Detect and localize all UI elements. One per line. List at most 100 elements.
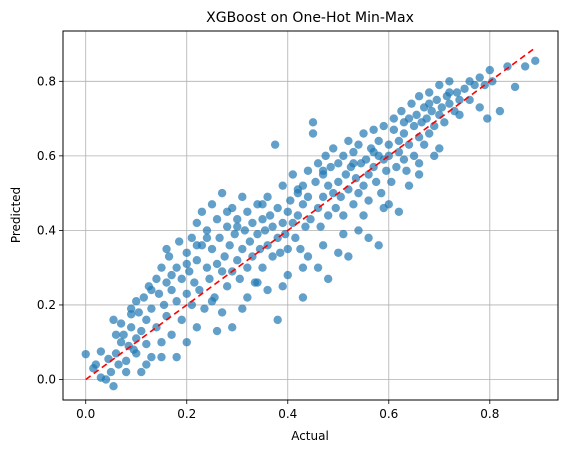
data-point [387,177,396,187]
data-point [351,174,361,183]
data-point [260,226,270,235]
data-point [298,263,308,272]
data-point [298,200,308,209]
data-point [435,110,444,120]
data-point [344,136,353,146]
y-tick-label: 0.8 [37,74,56,88]
data-point [182,259,191,269]
data-point [361,155,371,164]
data-point [263,285,272,295]
data-point [212,215,222,224]
data-point [409,121,419,131]
x-axis-label: Actual [291,429,329,443]
data-point [278,181,287,190]
data-point [440,118,449,127]
data-point [409,151,419,161]
data-point [432,95,441,105]
data-point [369,125,378,134]
data-point [268,252,277,261]
data-point [104,354,113,364]
data-point [455,95,464,105]
data-point [394,147,404,157]
data-point [374,136,383,146]
data-point [483,114,492,123]
data-point [364,196,373,205]
data-point [349,200,358,209]
data-point [424,99,434,108]
data-point [303,192,313,202]
data-point [323,181,333,190]
data-point [339,229,348,239]
data-point [510,82,520,92]
data-point [235,274,244,284]
data-point [157,338,166,347]
data-point [339,151,348,161]
data-point [187,233,197,243]
data-point [147,352,156,362]
data-point [430,151,439,161]
y-tick-label: 0.4 [37,223,56,237]
data-point [369,147,378,157]
data-point [126,323,136,332]
data-point [306,215,315,224]
data-point [379,203,388,213]
data-point [424,88,434,97]
data-point [311,177,320,187]
data-point [116,319,126,328]
data-point [202,263,212,272]
data-point [437,103,447,112]
data-point [207,200,217,209]
data-point [445,99,454,108]
data-point [258,263,267,272]
data-point [238,192,247,202]
data-point [164,252,174,261]
data-point [142,315,151,325]
data-point [126,304,136,313]
data-point [182,289,191,298]
x-tick-label: 0.2 [177,407,196,421]
data-point [265,211,275,220]
data-point [414,159,424,168]
data-point [331,203,340,213]
data-point [531,56,540,66]
data-point [81,349,90,359]
data-point [225,241,234,250]
data-point [258,215,267,224]
data-point [323,274,333,284]
data-point [192,323,202,332]
data-point [253,278,262,287]
data-point [190,278,199,287]
data-point [344,252,353,261]
data-point [162,278,171,287]
data-point [233,215,242,224]
data-point [339,211,348,220]
data-point [354,226,363,235]
y-tick-label: 0.6 [37,149,56,163]
data-point [132,297,141,306]
data-point [116,338,126,347]
y-tick-label: 0.0 [37,373,56,387]
data-point [114,360,123,369]
data-point [488,77,497,86]
data-point [394,207,404,216]
data-point [379,121,388,131]
data-point [301,222,310,231]
data-point [174,237,184,246]
data-point [394,136,404,146]
data-point [192,256,202,265]
data-point [187,300,197,310]
data-point [402,166,411,175]
data-point [364,233,373,243]
data-point [230,229,239,239]
data-point [283,207,292,216]
data-point [323,211,333,220]
data-point [384,140,393,149]
data-point [424,129,434,138]
data-point [182,248,191,257]
data-point [470,80,479,90]
data-point [349,147,358,157]
data-point [485,65,495,75]
x-tick-label: 0.6 [379,407,398,421]
x-axis-ticks: 0.0 0.2 0.4 0.6 0.8 [76,400,499,421]
data-point [283,244,292,254]
